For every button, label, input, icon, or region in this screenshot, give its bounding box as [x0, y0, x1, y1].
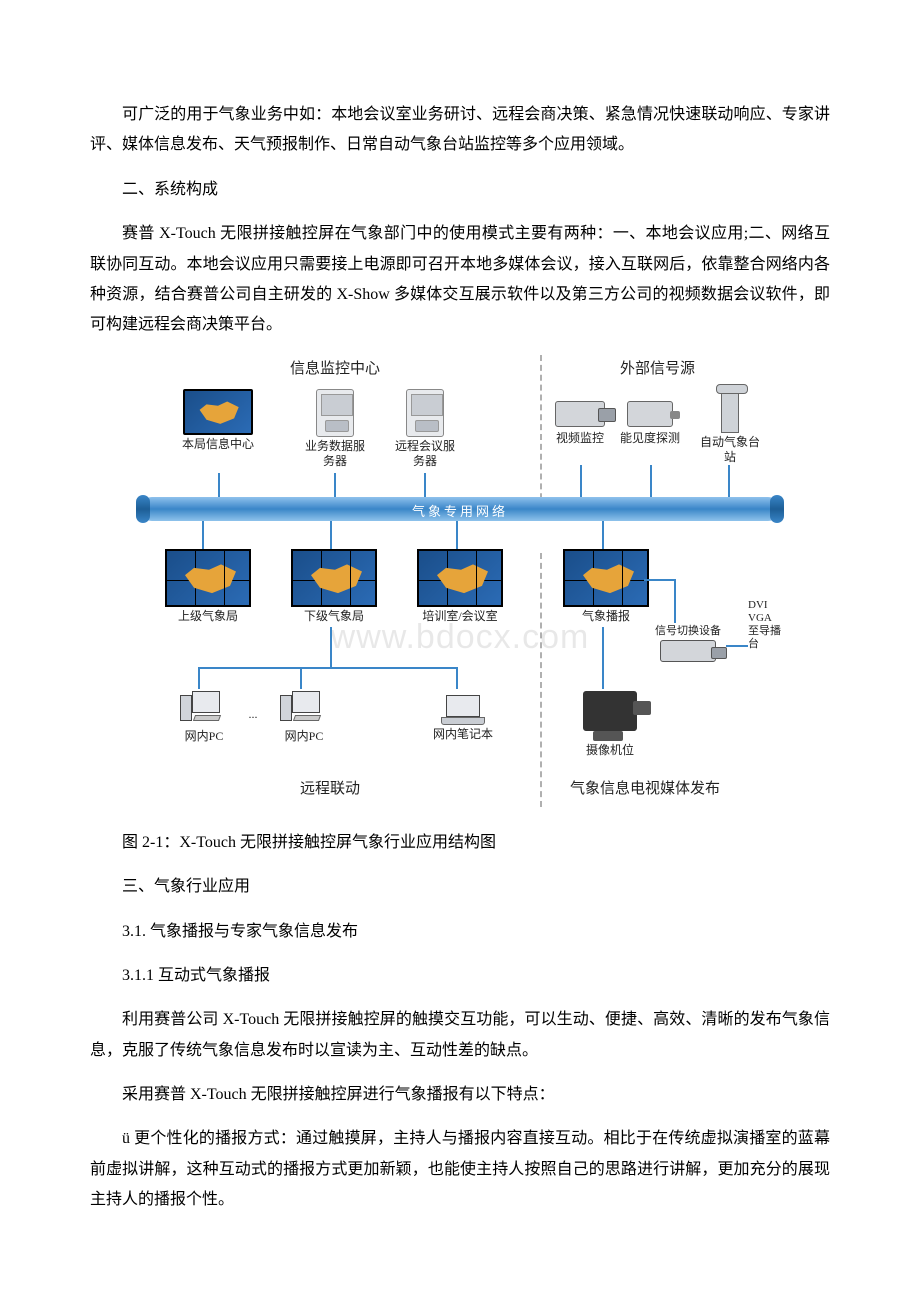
pc-icon [284, 691, 324, 727]
connector-line [602, 627, 604, 689]
camera-icon [555, 401, 605, 427]
connector-line [726, 645, 748, 647]
node-upper-bureau: 上级气象局 [158, 549, 258, 624]
label-upper: 上级气象局 [158, 609, 258, 624]
label-vis-det: 能见度探测 [620, 431, 680, 446]
paragraph-3-1-1-c: ü 更个性化的播报方式：通过触摸屏，主持人与播报内容直接互动。相比于在传统虚拟演… [90, 1124, 830, 1215]
node-pc1: 网内PC [174, 691, 234, 744]
connector-line [198, 667, 200, 689]
node-vis-det: 能见度探测 [620, 389, 680, 446]
caption-broadcast: 气象信息电视媒体发布 [570, 775, 720, 804]
node-video-mon: 视频监控 [550, 389, 610, 446]
paragraph-system: 赛普 X-Touch 无限拼接触控屏在气象部门中的使用模式主要有两种：一、本地会… [90, 219, 830, 341]
server-icon [406, 389, 444, 437]
connector-line [602, 521, 604, 549]
node-pc2: 网内PC [274, 691, 334, 744]
connector-line [580, 465, 582, 497]
label-pc2: 网内PC [274, 729, 334, 744]
connector-line [202, 521, 204, 549]
projector-icon [627, 401, 673, 427]
label-broadcast: 气象播报 [556, 609, 656, 624]
connector-line [456, 667, 458, 689]
videowall-icon [563, 549, 649, 607]
separator-bottom [540, 553, 542, 807]
station-icon [721, 389, 739, 433]
paragraph-3-1-1-b: 采用赛普 X-Touch 无限拼接触控屏进行气象播报有以下特点： [90, 1080, 830, 1110]
connector-line [334, 473, 336, 497]
videowall-icon [291, 549, 377, 607]
figure-caption: 图 2-1：X-Touch 无限拼接触控屏气象行业应用结构图 [90, 828, 830, 858]
label-switch: 信号切换设备 [652, 625, 724, 639]
connector-line [198, 667, 458, 669]
node-info-center: 本局信息中心 [168, 389, 268, 452]
connector-line [456, 521, 458, 549]
connector-line [218, 473, 220, 497]
architecture-diagram: 信息监控中心 外部信号源 本局信息中心 业务数据服务器 远程会议服务器 视频监控… [140, 355, 780, 810]
node-dots: ... [238, 705, 268, 722]
paragraph-3-1-1-a: 利用赛普公司 X-Touch 无限拼接触控屏的触摸交互功能，可以生动、便捷、高效… [90, 1005, 830, 1066]
server-icon [316, 389, 354, 437]
label-video-mon: 视频监控 [550, 431, 610, 446]
node-laptop: 网内笔记本 [428, 695, 498, 742]
laptop-icon [441, 695, 485, 725]
switch-icon [660, 640, 716, 662]
label-data-server: 业务数据服务器 [300, 439, 370, 469]
screen-icon [183, 389, 253, 435]
paragraph-intro: 可广泛的用于气象业务中如：本地会议室业务研讨、远程会商决策、紧急情况快速联动响应… [90, 100, 830, 161]
node-signal-switch: 信号切换设备 [652, 623, 724, 663]
videowall-icon [165, 549, 251, 607]
label-camera: 摄像机位 [570, 743, 650, 758]
connector-line [728, 465, 730, 497]
label-laptop: 网内笔记本 [428, 727, 498, 742]
connector-line [330, 627, 332, 667]
label-pc1: 网内PC [174, 729, 234, 744]
connector-line [650, 465, 652, 497]
label-info-center: 本局信息中心 [168, 437, 268, 452]
node-broadcast: 气象播报 [556, 549, 656, 624]
node-auto-station: 自动气象台站 [695, 389, 765, 465]
node-conf-server: 远程会议服务器 [390, 389, 460, 469]
label-auto-station: 自动气象台站 [695, 435, 765, 465]
label-dots: ... [238, 707, 268, 722]
caption-remote: 远程联动 [300, 775, 360, 804]
heading-section-3: 三、气象行业应用 [90, 872, 830, 902]
output-labels: DVI VGA 至导播台 [748, 599, 788, 652]
heading-section-2: 二、系统构成 [90, 175, 830, 205]
region-title-monitor-center: 信息监控中心 [290, 355, 380, 384]
node-lower-bureau: 下级气象局 [284, 549, 384, 624]
pc-icon [184, 691, 224, 727]
separator-top [540, 355, 542, 519]
broadcast-camera-icon [583, 691, 637, 731]
connector-line [674, 579, 676, 623]
heading-3-1: 3.1. 气象播报与专家气象信息发布 [90, 917, 830, 947]
heading-3-1-1: 3.1.1 互动式气象播报 [90, 961, 830, 991]
connector-line [644, 579, 674, 581]
connector-line [424, 473, 426, 497]
connector-line [330, 521, 332, 549]
label-lower: 下级气象局 [284, 609, 384, 624]
network-pipe: 气象专用网络 [140, 497, 780, 521]
label-train: 培训室/会议室 [410, 609, 510, 624]
region-title-external: 外部信号源 [620, 355, 695, 384]
videowall-icon [417, 549, 503, 607]
label-conf-server: 远程会议服务器 [390, 439, 460, 469]
node-training-room: 培训室/会议室 [410, 549, 510, 624]
node-camera: 摄像机位 [570, 691, 650, 758]
node-data-server: 业务数据服务器 [300, 389, 370, 469]
connector-line [300, 667, 302, 689]
pipe-label: 气象专用网络 [140, 500, 780, 525]
